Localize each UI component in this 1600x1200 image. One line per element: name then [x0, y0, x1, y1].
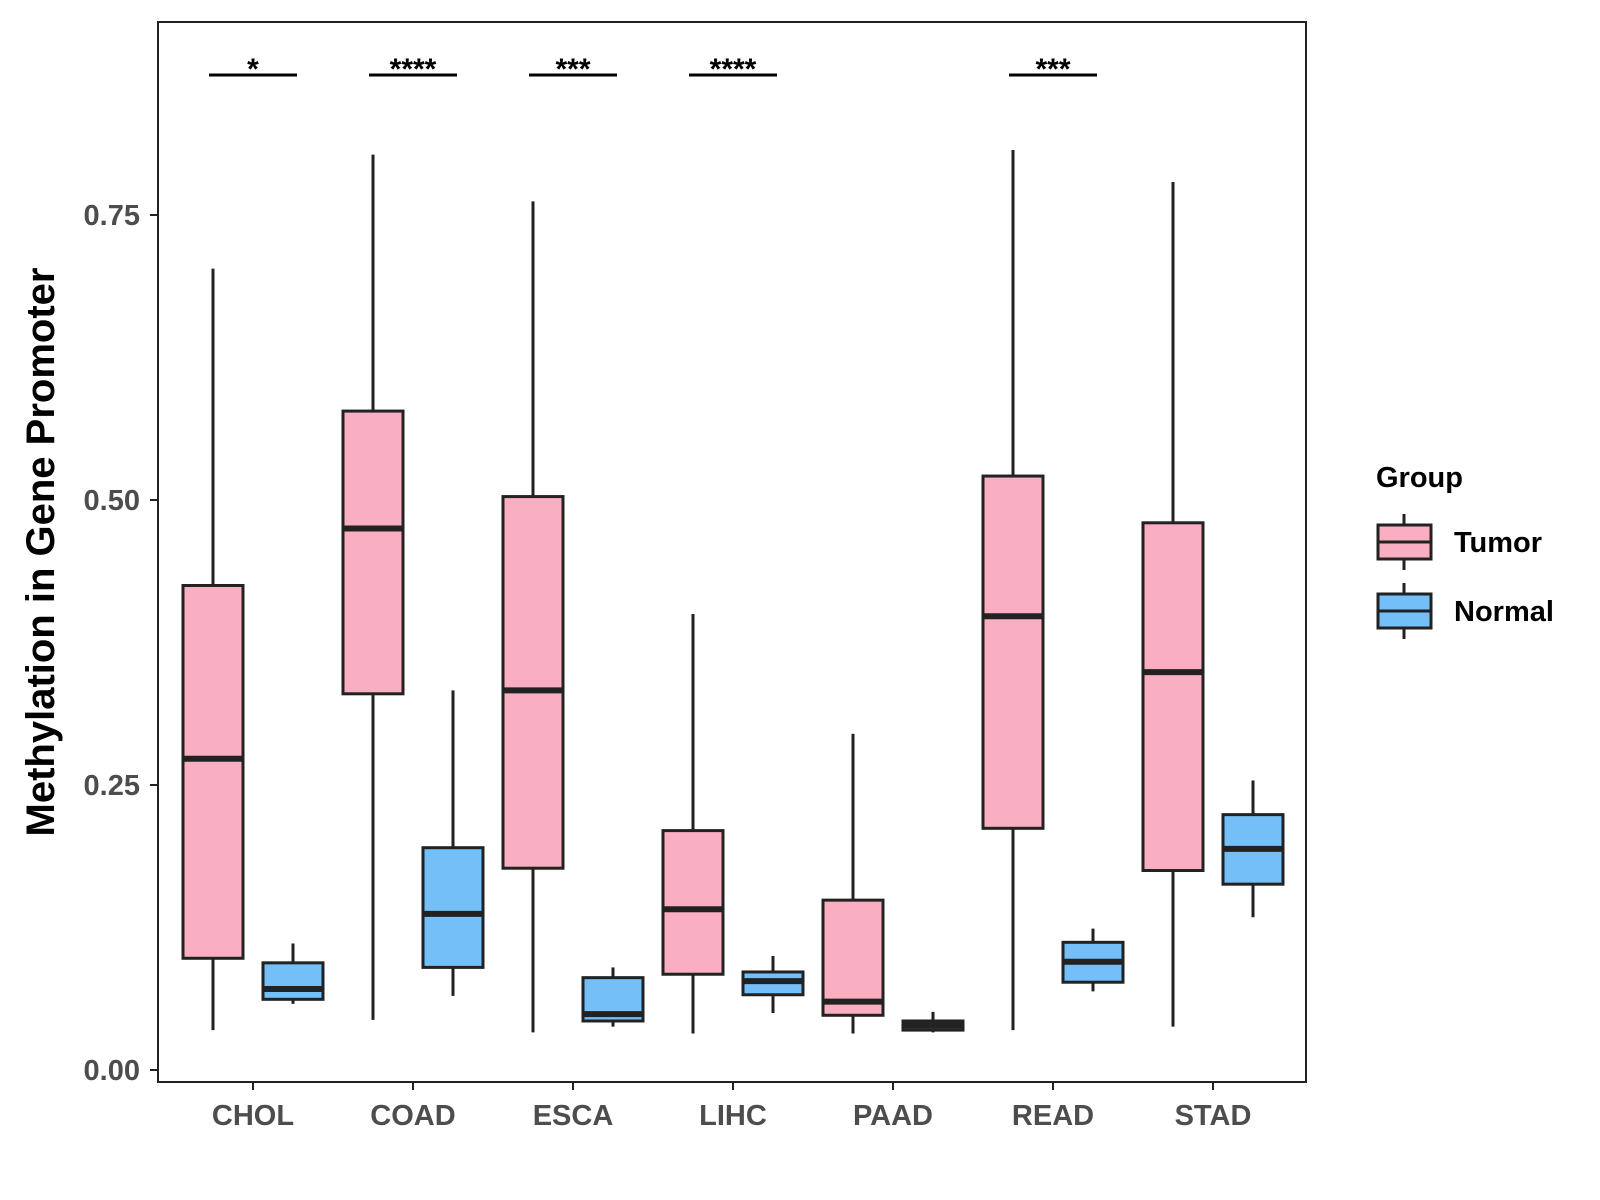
box-tumor-read: [981, 150, 1045, 1031]
x-axis: CHOL COAD ESCA LIHC PAAD READ STAD: [212, 1082, 1251, 1132]
box-normal-paad: [901, 1011, 965, 1033]
significance-annotations: * **** *** **** ***: [209, 53, 1097, 86]
box-normal-read: [1061, 928, 1125, 992]
chart-marks: [181, 150, 1285, 1034]
box-normal-esca: [581, 967, 645, 1027]
box-tumor-paad: [821, 733, 885, 1034]
sig-chol: *: [209, 53, 297, 86]
sig-esca: ***: [529, 53, 617, 86]
panel-border: [157, 21, 1307, 1083]
y-tick-label: 0.00: [84, 1055, 140, 1087]
box-body: [981, 474, 1045, 830]
box-body: [821, 898, 885, 1017]
legend-key-normal: [1376, 583, 1433, 639]
box-body: [421, 846, 485, 969]
sig-lihc: ****: [689, 53, 777, 86]
box-body: [661, 829, 725, 976]
x-tick-label-stad: STAD: [1175, 1100, 1252, 1132]
x-tick-label-chol: CHOL: [212, 1100, 294, 1132]
box-normal-chol: [261, 943, 325, 1004]
legend-label-normal: Normal: [1454, 596, 1554, 628]
legend-title: Group: [1376, 462, 1463, 494]
box-normal-lihc: [741, 956, 805, 1013]
x-tick-label-paad: PAAD: [853, 1100, 933, 1132]
box-tumor-esca: [501, 201, 565, 1033]
sig-stars: ****: [710, 53, 757, 86]
box-tumor-stad: [1141, 181, 1205, 1027]
legend-key-tumor: [1376, 514, 1433, 570]
legend-label-tumor: Tumor: [1454, 527, 1542, 559]
sig-stars: ***: [1035, 53, 1070, 86]
box-body: [261, 961, 325, 1001]
box-normal-coad: [421, 690, 485, 996]
x-tick-label-coad: COAD: [370, 1100, 455, 1132]
legend: Group Tumor Normal: [1376, 462, 1554, 639]
box-body: [501, 495, 565, 870]
box-body: [341, 409, 405, 696]
y-tick-label: 0.50: [84, 485, 140, 517]
box-tumor-coad: [341, 154, 405, 1020]
y-axis: 0.00 0.25 0.50 0.75: [84, 200, 158, 1087]
x-tick-label-esca: ESCA: [533, 1100, 614, 1132]
sig-stars: ***: [555, 53, 590, 86]
box-normal-stad: [1221, 780, 1285, 918]
box-tumor-chol: [181, 268, 245, 1031]
y-tick-label: 0.25: [84, 770, 140, 802]
sig-stars: *: [247, 53, 259, 86]
sig-stars: ****: [390, 53, 437, 86]
x-tick-label-read: READ: [1012, 1100, 1094, 1132]
y-tick-label: 0.75: [84, 200, 140, 232]
sig-coad: ****: [369, 53, 457, 86]
y-axis-title: Methylation in Gene Promoter: [19, 268, 63, 837]
box-body: [1141, 521, 1205, 872]
x-tick-label-lihc: LIHC: [699, 1100, 767, 1132]
box-body: [181, 584, 245, 960]
box-tumor-lihc: [661, 614, 725, 1034]
sig-read: ***: [1009, 53, 1097, 86]
